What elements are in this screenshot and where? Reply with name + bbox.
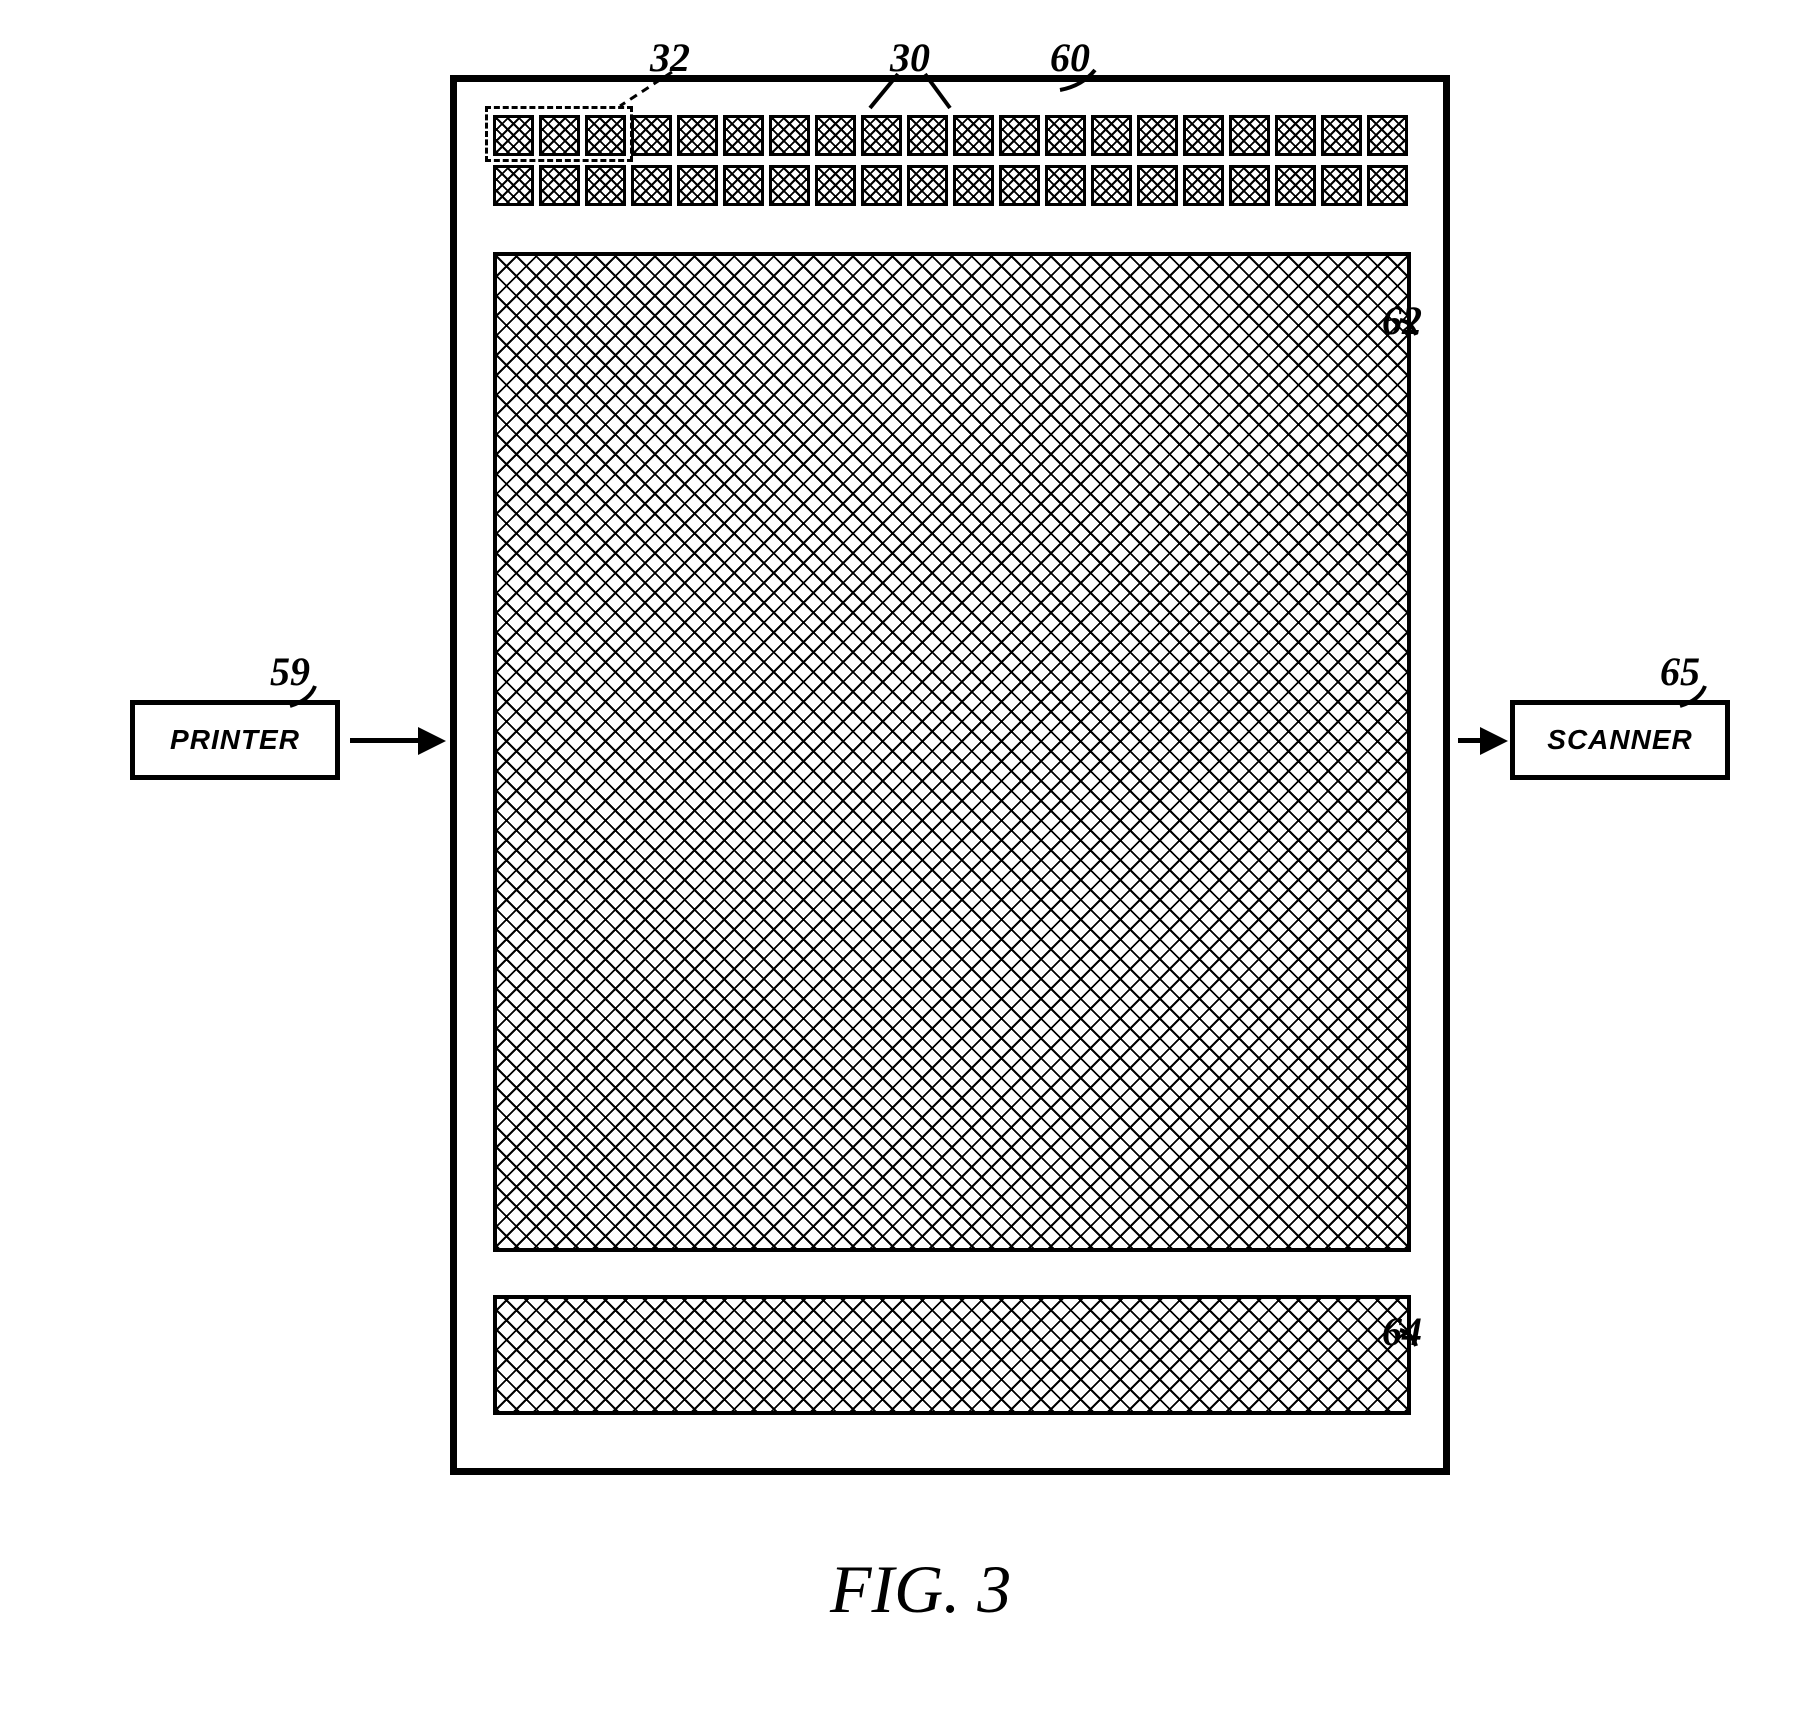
tile [953,165,994,206]
tile [861,115,902,156]
tile [493,165,534,206]
tile [723,115,764,156]
tile [1137,115,1178,156]
tile [999,165,1040,206]
tile [953,115,994,156]
tile [1275,115,1316,156]
tile [585,165,626,206]
tile [585,115,626,156]
tile [539,165,580,206]
tile [1229,115,1270,156]
tile [631,165,672,206]
tile [1183,165,1224,206]
tile [999,115,1040,156]
tile [815,165,856,206]
tile [631,115,672,156]
tile [907,115,948,156]
tile [677,165,718,206]
tile [769,165,810,206]
tile [815,115,856,156]
leader-64 [20,20,1815,1692]
tile [1229,165,1270,206]
tile [539,115,580,156]
tile [1091,115,1132,156]
figure-3: PRINTER 59 SCANNER 65 60 32 30 62 [20,20,1815,1692]
tile [1091,165,1132,206]
tile [1045,165,1086,206]
tile [493,115,534,156]
tile [723,165,764,206]
tile [1275,165,1316,206]
tile [769,115,810,156]
tile [1367,165,1408,206]
tile [861,165,902,206]
tile [1321,115,1362,156]
tile [677,115,718,156]
tile [1321,165,1362,206]
tile [1045,115,1086,156]
tile [1137,165,1178,206]
tile [1183,115,1224,156]
tile [1367,115,1408,156]
tile [907,165,948,206]
figure-title: FIG. 3 [830,1550,1011,1629]
